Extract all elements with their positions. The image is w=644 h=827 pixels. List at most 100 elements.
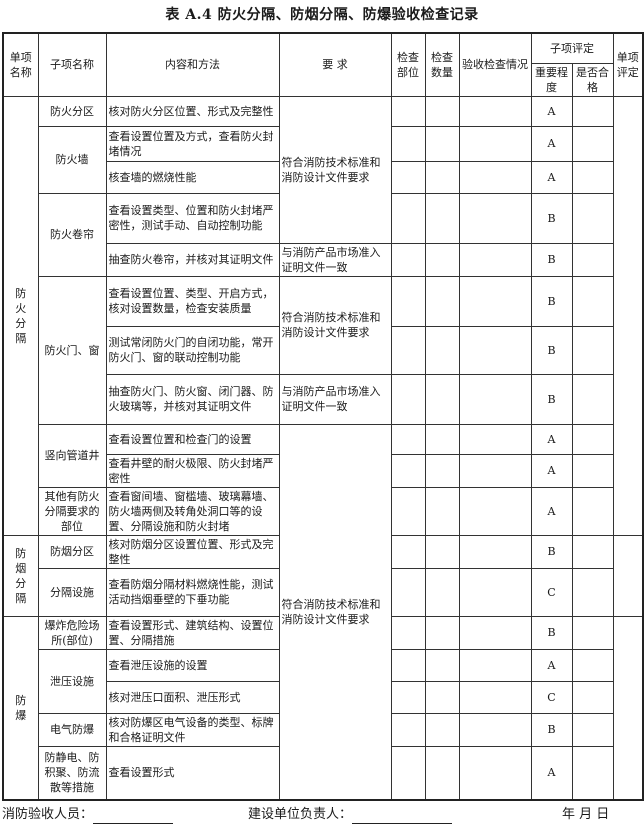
result-cell[interactable]: [458, 567, 532, 617]
content-cell: 查看设置位置、类型、开启方式，核对设置数量，检查安装质量: [105, 275, 280, 327]
quantity-cell[interactable]: [424, 712, 460, 747]
location-cell[interactable]: [390, 534, 426, 569]
content-cell: 核查墙的燃烧性能: [105, 160, 280, 194]
result-cell[interactable]: [458, 325, 532, 375]
result-cell[interactable]: [458, 373, 532, 425]
result-cell[interactable]: [458, 192, 532, 244]
pass-cell[interactable]: [571, 275, 614, 327]
location-cell[interactable]: [390, 567, 426, 617]
location-cell[interactable]: [390, 486, 426, 536]
result-cell[interactable]: [458, 423, 532, 455]
table-row: 抽查防火卷帘，并核对其证明文件 与消防产品市场准入证明文件一致 B: [3, 242, 643, 277]
quantity-cell[interactable]: [424, 567, 460, 617]
quantity-cell[interactable]: [424, 648, 460, 682]
header-quantity: 检查数量: [424, 32, 460, 97]
pass-cell[interactable]: [571, 160, 614, 194]
quantity-cell[interactable]: [424, 453, 460, 488]
location-cell[interactable]: [390, 712, 426, 747]
owner-label: 建设单位负责人：: [248, 807, 353, 822]
location-cell[interactable]: [390, 745, 426, 801]
quantity-cell[interactable]: [424, 160, 460, 194]
location-cell[interactable]: [390, 453, 426, 488]
quantity-cell[interactable]: [424, 95, 460, 127]
location-cell[interactable]: [390, 160, 426, 194]
importance-cell: A: [530, 453, 573, 488]
quantity-cell[interactable]: [424, 745, 460, 801]
inspector-signature-line[interactable]: [93, 809, 174, 824]
quantity-cell[interactable]: [424, 275, 460, 327]
pass-cell[interactable]: [571, 567, 614, 617]
table-row: 核对泄压口面积、泄压形式 C: [3, 680, 643, 714]
pass-cell[interactable]: [571, 486, 614, 536]
result-cell[interactable]: [458, 95, 532, 127]
quantity-cell[interactable]: [424, 534, 460, 569]
pass-cell[interactable]: [571, 373, 614, 425]
content-cell: 查看设置类型、位置和防火封堵严密性，测试手动、自动控制功能: [105, 192, 280, 244]
quantity-cell[interactable]: [424, 615, 460, 650]
quantity-cell[interactable]: [424, 325, 460, 375]
pass-cell[interactable]: [571, 242, 614, 277]
location-cell[interactable]: [390, 325, 426, 375]
content-cell: 查看井壁的耐火极限、防火封堵严密性: [105, 453, 280, 488]
quantity-cell[interactable]: [424, 680, 460, 714]
pass-cell[interactable]: [571, 423, 614, 455]
location-cell[interactable]: [390, 423, 426, 455]
pass-cell[interactable]: [571, 125, 614, 162]
importance-cell: B: [530, 242, 573, 277]
quantity-cell[interactable]: [424, 423, 460, 455]
content-cell: 查看泄压设施的设置: [105, 648, 280, 682]
location-cell[interactable]: [390, 680, 426, 714]
location-cell[interactable]: [390, 242, 426, 277]
location-cell[interactable]: [390, 373, 426, 425]
overall-eval-cell[interactable]: [612, 534, 644, 617]
requirement-cell: 符合消防技术标准和消防设计文件要求: [278, 95, 392, 244]
header-location: 检查部位: [390, 32, 426, 97]
quantity-cell[interactable]: [424, 242, 460, 277]
pass-cell[interactable]: [571, 534, 614, 569]
result-cell[interactable]: [458, 712, 532, 747]
result-cell[interactable]: [458, 125, 532, 162]
requirement-cell: 与消防产品市场准入证明文件一致: [278, 242, 392, 277]
pass-cell[interactable]: [571, 453, 614, 488]
footer: 消防验收人员： 建设单位负责人： 年 月 日: [2, 806, 642, 824]
subitem-name-cell: 爆炸危险场所(部位): [37, 615, 107, 650]
result-cell[interactable]: [458, 453, 532, 488]
overall-eval-cell[interactable]: [612, 95, 644, 536]
result-cell[interactable]: [458, 275, 532, 327]
quantity-cell[interactable]: [424, 192, 460, 244]
header-overall: 单项评定: [612, 32, 644, 97]
location-cell[interactable]: [390, 275, 426, 327]
location-cell[interactable]: [390, 648, 426, 682]
quantity-cell[interactable]: [424, 486, 460, 536]
header-group: 单项名称: [2, 32, 39, 97]
result-cell[interactable]: [458, 648, 532, 682]
result-cell[interactable]: [458, 486, 532, 536]
location-cell[interactable]: [390, 615, 426, 650]
location-cell[interactable]: [390, 95, 426, 127]
quantity-cell[interactable]: [424, 125, 460, 162]
location-cell[interactable]: [390, 125, 426, 162]
subitem-name-cell: 防火卷帘: [37, 192, 107, 277]
importance-cell: A: [530, 648, 573, 682]
result-cell[interactable]: [458, 680, 532, 714]
owner-signature-line[interactable]: [352, 809, 453, 824]
content-cell: 查看窗间墙、窗槛墙、玻璃幕墙、防火墙两侧及转角处洞口等的设置、分隔设施和防火封堵: [105, 486, 280, 536]
pass-cell[interactable]: [571, 680, 614, 714]
pass-cell[interactable]: [571, 325, 614, 375]
header-sub: 子项名称: [37, 32, 107, 97]
result-cell[interactable]: [458, 534, 532, 569]
result-cell[interactable]: [458, 615, 532, 650]
pass-cell[interactable]: [571, 712, 614, 747]
quantity-cell[interactable]: [424, 373, 460, 425]
pass-cell[interactable]: [571, 648, 614, 682]
overall-eval-cell[interactable]: [612, 615, 644, 801]
pass-cell[interactable]: [571, 192, 614, 244]
pass-cell[interactable]: [571, 615, 614, 650]
result-cell[interactable]: [458, 242, 532, 277]
inspector-label: 消防验收人员：: [2, 807, 94, 822]
pass-cell[interactable]: [571, 95, 614, 127]
result-cell[interactable]: [458, 745, 532, 801]
pass-cell[interactable]: [571, 745, 614, 801]
result-cell[interactable]: [458, 160, 532, 194]
location-cell[interactable]: [390, 192, 426, 244]
